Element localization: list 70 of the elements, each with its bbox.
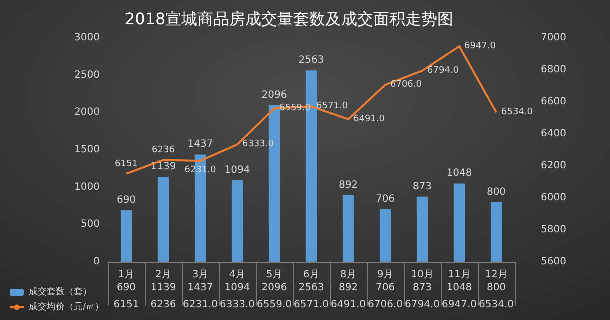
y-tick-label: 1000	[74, 182, 100, 193]
data-label: 6333.0	[220, 300, 255, 310]
text: 690	[116, 194, 136, 206]
chart-title: 2018宣城商品房成交量套数及成交面积走势图	[125, 10, 454, 28]
x-tick-label: 12月	[485, 270, 508, 280]
y2-tick-label: 6400	[541, 128, 566, 140]
y2-tick-label: 5600	[541, 256, 566, 268]
data-label: 892	[338, 282, 358, 294]
data-label: 2096	[262, 282, 288, 294]
data-label: 6947.0	[442, 300, 477, 310]
y2-tick-label: 6800	[541, 64, 566, 76]
text: 873	[412, 181, 432, 192]
text: 2563	[298, 55, 324, 66]
text: 1048	[446, 168, 472, 180]
data-label: 1437	[188, 282, 214, 294]
text: 6236	[152, 146, 175, 156]
data-label: 6491.0	[331, 300, 366, 310]
y-tick-label: 2000	[74, 107, 100, 118]
data-label: 6231.0	[183, 300, 218, 310]
y-tick-label: 500	[80, 219, 100, 230]
x-tick-label: 10月	[411, 270, 434, 280]
data-label: 690	[116, 282, 136, 294]
text: 706	[376, 194, 396, 205]
text: 2096	[262, 90, 288, 101]
y2-tick-label: 5800	[541, 224, 566, 236]
x-tick-label: 8月	[340, 270, 357, 280]
x-tick-label: 11月	[448, 270, 471, 280]
y-tick-label: 3000	[74, 32, 100, 44]
text: 6947.0	[464, 41, 496, 52]
y2-tick-label: 6600	[541, 96, 566, 108]
data-label: 706	[376, 282, 396, 294]
text: 1437	[188, 139, 214, 150]
y2-tick-label: 6000	[541, 192, 566, 204]
data-label: 6559.0	[257, 300, 292, 310]
data-label: 1048	[446, 282, 472, 294]
text: 6491.0	[354, 114, 385, 124]
x-tick-label: 4月	[229, 270, 246, 280]
x-tick-label: 1月	[118, 270, 135, 280]
text: 6151	[115, 159, 138, 170]
text: 800	[486, 186, 506, 198]
y-tick-label: 0	[94, 256, 100, 268]
data-label: 1139	[150, 282, 176, 294]
data-label: 6534.0	[479, 300, 514, 310]
y-tick-label: 1500	[74, 144, 100, 156]
x-tick-label: 5月	[266, 270, 283, 280]
y2-tick-label: 6200	[541, 160, 566, 172]
y2-tick-label: 7000	[541, 32, 566, 44]
text: 6794.0	[428, 66, 459, 76]
data-label: 6794.0	[405, 300, 440, 310]
text: 6706.0	[390, 80, 422, 90]
x-tick-label: 9月	[377, 270, 394, 280]
data-label: 873	[412, 282, 432, 294]
text: 892	[338, 180, 358, 191]
x-tick-label: 2月	[155, 270, 172, 280]
y-tick-label: 2500	[74, 70, 100, 81]
text: 1094	[224, 164, 250, 176]
text: 6534.0	[502, 108, 533, 118]
data-label: 6151	[114, 300, 140, 310]
legend-label: 成交套数（套）	[29, 286, 92, 298]
data-label: 1094	[224, 282, 250, 294]
data-label: 2563	[298, 282, 324, 294]
text: 1139	[150, 161, 176, 172]
data-label: 6236	[150, 300, 176, 310]
x-tick-label: 6月	[303, 270, 320, 280]
data-label: 6706.0	[368, 300, 403, 310]
text: 6571.0	[316, 102, 348, 112]
legend-label: 成交均价（元/㎡）	[29, 302, 104, 312]
data-label: 800	[486, 282, 506, 294]
x-tick-label: 3月	[192, 270, 209, 280]
data-label: 6571.0	[294, 300, 329, 310]
